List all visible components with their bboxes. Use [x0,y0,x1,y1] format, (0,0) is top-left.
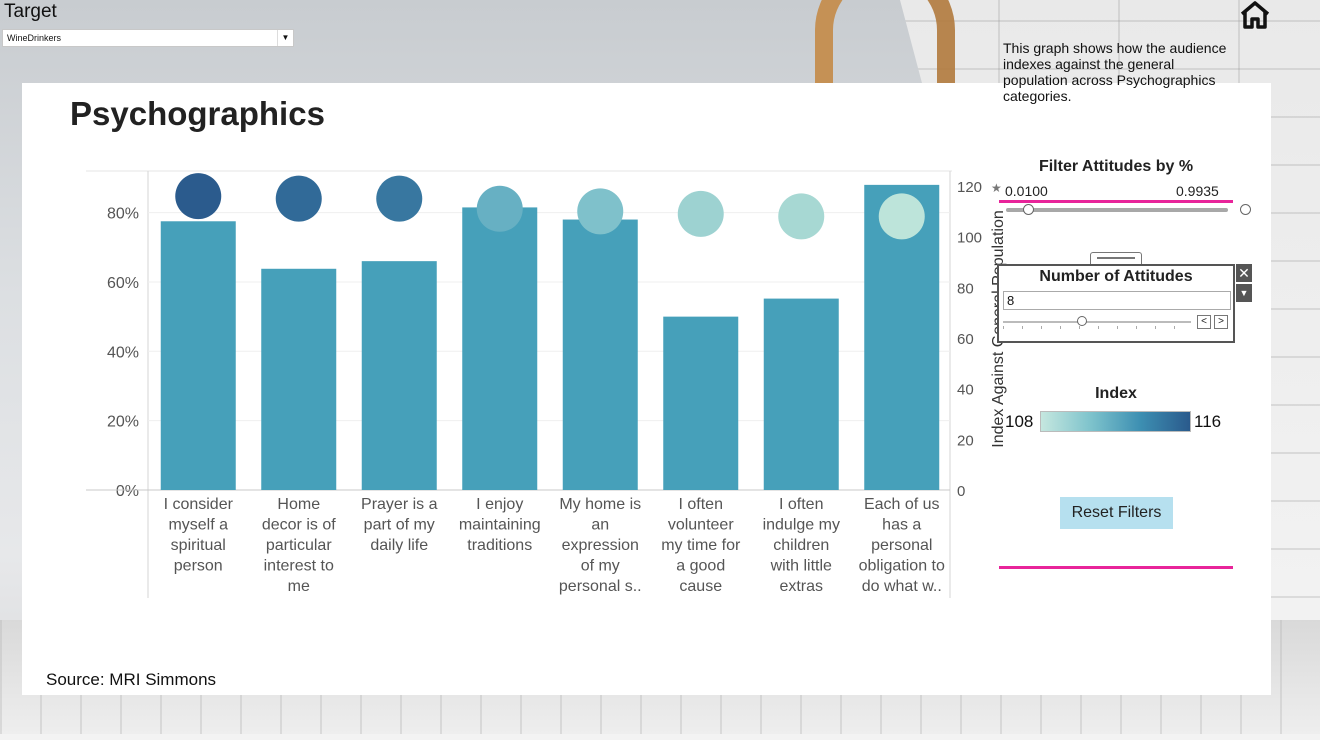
x-tick-label: part of my [364,517,435,534]
x-tick-label: interest to [264,558,334,575]
chevron-left-icon[interactable]: < [1197,315,1211,329]
x-tick-label: myself a [168,517,228,534]
x-tick-label: my time for [661,537,741,554]
x-tick-label: daily life [370,537,428,554]
y2-tick-label: 0 [957,483,965,500]
x-tick-label: Prayer is a [361,496,438,513]
number-of-attitudes-slider[interactable] [1003,321,1191,323]
x-tick-label: cause [679,578,722,595]
y-tick-label: 80% [107,206,139,223]
x-tick-label: children [773,537,829,554]
y-tick-label: 40% [107,344,139,361]
bar [160,221,236,491]
divider-top [999,200,1233,203]
index-circle [778,193,825,240]
y2-tick-label: 80 [957,280,974,297]
dashboard-panel: Psychographics 0% 20% 40% 60% 80% 0 20 40 60 80 10… [22,83,1271,695]
x-tick-label: I enjoy [476,496,523,513]
x-tick-label: with little [770,558,832,575]
index-color-gradient [1040,411,1191,432]
x-tick-label: me [288,578,310,595]
index-circle [878,193,925,240]
close-icon[interactable]: ✕ [1236,264,1252,282]
index-legend-min: 108 [1005,412,1034,431]
slider-ticks [1003,326,1191,329]
x-tick-label: obligation to [859,558,945,575]
x-tick-label: expression [562,537,639,554]
number-of-attitudes-title: Number of Attitudes [1039,268,1193,285]
bar [763,298,839,490]
y-tick-label: 20% [107,414,139,431]
x-tick-label: I consider [164,496,234,513]
index-circle [577,188,624,235]
x-tick-label: personal [871,537,932,554]
x-tick-label: volunteer [668,517,734,534]
number-of-attitudes-control: Number of Attitudes 8 < > [997,264,1235,343]
target-selected-value: WineDrinkers [7,33,62,43]
index-circle [476,185,523,232]
filter-range-min-handle[interactable] [1023,204,1034,215]
y2-tick-label: 40 [957,382,974,399]
target-label: Target [4,1,57,22]
y2-tick-label: 120 [957,179,982,196]
x-tick-label: a good [676,558,725,575]
filter-range-track[interactable] [1006,208,1228,212]
index-legend-title: Index [1095,385,1137,402]
chevron-right-icon[interactable]: > [1214,315,1228,329]
pin-icon: ★ [991,181,1002,195]
index-circle [677,190,724,237]
number-of-attitudes-input[interactable]: 8 [1003,291,1231,310]
x-tick-label: Each of us [864,496,940,513]
x-tick-label: do what w.. [862,578,942,595]
x-tick-label: of my [581,558,620,575]
number-of-attitudes-slider-handle[interactable] [1077,316,1087,326]
x-tick-label: has a [882,517,921,534]
x-tick-label: maintaining [459,517,541,534]
x-tick-label: extras [779,578,823,595]
divider-bottom [999,566,1233,569]
filter-max-value: 0.9935 [1176,183,1219,199]
source-note: Source: MRI Simmons [46,670,217,689]
bottom-strip [0,734,1320,740]
bar [261,268,337,490]
x-tick-label: personal s.. [559,578,642,595]
filter-range-max-handle[interactable] [1240,204,1251,215]
dropdown-menu-icon[interactable]: ▼ [1236,284,1252,302]
filter-attitudes-title: Filter Attitudes by % [1038,158,1194,175]
x-tick-label: I often [779,496,823,513]
bar [361,261,437,490]
y-tick-label: 0% [116,483,139,500]
drag-handle-icon[interactable] [1090,252,1142,264]
x-tick-label: My home is [559,496,641,513]
chevron-down-icon[interactable]: ▼ [277,30,293,46]
index-legend-max: 116 [1194,412,1222,431]
y2-tick-label: 20 [957,432,974,449]
x-tick-label: I often [679,496,723,513]
index-circle [376,175,423,222]
x-tick-label: an [591,517,609,534]
target-dropdown[interactable]: WineDrinkers ▼ [2,29,294,47]
y2-tick-label: 60 [957,331,974,348]
index-circle [275,175,322,222]
bar [663,316,739,490]
x-tick-label: indulge my [763,517,840,534]
x-tick-label: particular [266,537,332,554]
reset-filters-button[interactable]: Reset Filters [1060,497,1173,529]
page-title: Psychographics [70,95,325,132]
filter-min-value: 0.0100 [1005,183,1048,199]
x-tick-label: person [174,558,223,575]
index-circle [175,173,222,220]
x-tick-label: Home [277,496,320,513]
x-tick-label: decor is of [262,517,336,534]
y-tick-label: 60% [107,275,139,292]
x-tick-label: traditions [467,537,532,554]
bar [462,207,538,491]
y2-tick-label: 100 [957,230,982,247]
home-icon[interactable] [1236,0,1274,30]
x-tick-label: spiritual [171,537,226,554]
bar [562,219,638,491]
chart-description: This graph shows how the audience indexe… [1003,40,1227,104]
